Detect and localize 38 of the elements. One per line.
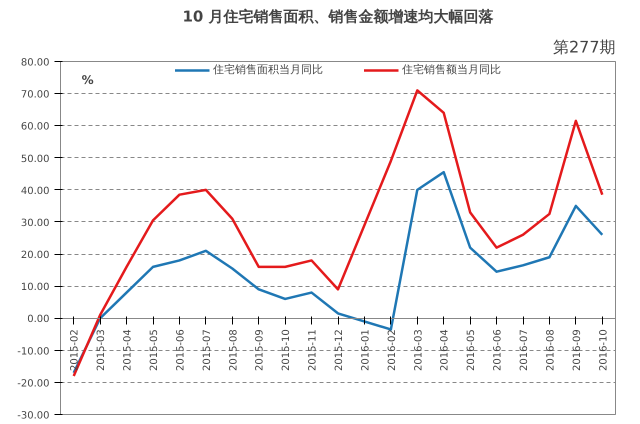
x-tick-label: 2016-04 — [440, 329, 451, 372]
y-tick-label: 10.00 — [20, 282, 50, 294]
x-tick-label: 2015-09 — [254, 329, 266, 372]
x-tick-label: 2016-06 — [492, 329, 504, 372]
y-tick-label: 30.00 — [20, 218, 50, 229]
y-tick-label: 80.00 — [20, 58, 50, 68]
y-tick-label: 40.00 — [20, 186, 50, 197]
x-tick-label: 2015-10 — [281, 329, 292, 372]
legend-label: 住宅销售额当月同比 — [402, 62, 501, 77]
x-tick-label: 2015-06 — [175, 329, 186, 372]
x-tick-label: 2015-07 — [202, 329, 213, 372]
x-tick-label: 2015-05 — [149, 329, 160, 372]
text: 第277期 — [552, 38, 616, 56]
x-tick-label: 2015-04 — [122, 329, 134, 372]
x-tick-label: 2016-03 — [413, 329, 424, 372]
x-tick-label: 2016-09 — [572, 329, 583, 372]
x-tick-label: 2015-03 — [96, 329, 108, 372]
x-tick-label: 2016-05 — [466, 329, 478, 372]
chart-title: 10 月住宅销售面积、销售金额增速均大幅回落 — [182, 8, 495, 26]
y-tick-label: -10.00 — [17, 346, 50, 358]
y-tick-label: 70.00 — [20, 90, 50, 101]
x-tick-label: 2016-08 — [545, 329, 556, 372]
x-tick-label: 2016-10 — [598, 329, 610, 372]
y-tick-label: 20.00 — [20, 250, 50, 262]
x-tick-label: 2015-08 — [228, 329, 240, 372]
y-tick-label: 50.00 — [20, 154, 50, 165]
x-tick-label: 2016-02 — [386, 329, 398, 372]
y-tick-label: 0.00 — [27, 314, 50, 326]
x-tick-label: 2015-11 — [308, 329, 319, 372]
annotation: % — [82, 73, 94, 88]
y-tick-label: 60.00 — [20, 122, 50, 133]
x-tick-label: 2016-01 — [360, 329, 372, 372]
x-tick-label: 2015-12 — [334, 329, 345, 372]
x-tick-label: 2015-02 — [70, 329, 81, 372]
y-tick-label: -30.00 — [17, 410, 50, 422]
legend-label: 住宅销售面积当月同比 — [213, 62, 323, 77]
y-tick-label: -20.00 — [17, 378, 50, 390]
x-tick-label: 2016-07 — [519, 329, 530, 372]
